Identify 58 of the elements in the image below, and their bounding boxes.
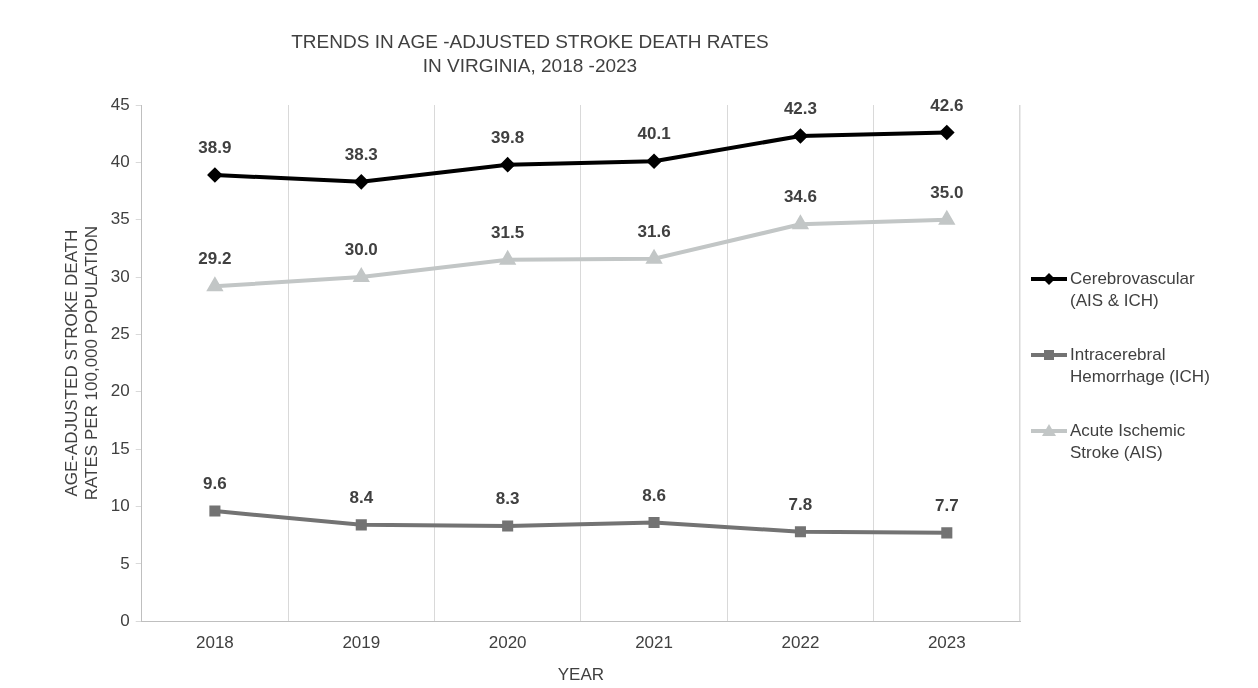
legend-label: Acute Ischemic Stroke (AIS) (1070, 420, 1187, 464)
y-tick-label: 15 (110, 438, 130, 458)
point (647, 154, 662, 169)
point (500, 157, 515, 172)
legend-label: Cerebrovascular (AIS & ICH) (1070, 268, 1196, 312)
chart-title: TRENDS IN AGE -ADJUSTED STROKE DEATH RATES IN VIRGINIA, 2018 -2023 (290, 30, 770, 78)
x-tick-label: 2020 (488, 633, 527, 653)
data-label: 40.1 (637, 124, 671, 144)
point (207, 167, 222, 182)
data-label: 8.3 (495, 489, 520, 509)
data-label: 30.0 (344, 240, 378, 260)
point (648, 517, 660, 529)
y-tick-label: 5 (120, 553, 130, 573)
point (941, 527, 953, 539)
point (355, 519, 367, 531)
x-axis-title: YEAR (557, 665, 604, 685)
point (500, 251, 515, 265)
point (646, 250, 662, 264)
y-tick-label: 30 (110, 266, 130, 286)
data-label: 38.3 (344, 145, 378, 165)
y-tick-label: 20 (110, 381, 130, 401)
data-label: 7.8 (788, 494, 813, 514)
point (939, 211, 955, 225)
point (939, 125, 954, 140)
data-label: 29.2 (198, 249, 232, 269)
x-tick-label: 2018 (195, 633, 234, 653)
legend-label: Intracerebral Hemorrhage (ICH) (1070, 344, 1210, 388)
y-tick-label: 45 (110, 94, 130, 114)
point (793, 128, 808, 143)
data-label: 9.6 (203, 474, 227, 494)
data-label: 42.6 (930, 95, 964, 115)
point (793, 216, 808, 230)
point (207, 278, 223, 292)
data-label: 31.6 (637, 221, 671, 241)
x-tick-label: 2022 (781, 633, 820, 653)
y-axis-title: AGE-ADJUSTED STROKE DEATH RATES PER 100,000 POPULATION (61, 225, 102, 501)
data-label: 42.3 (783, 99, 817, 119)
data-label: 7.7 (934, 496, 959, 516)
point (794, 526, 806, 538)
point (354, 269, 369, 283)
point (502, 520, 514, 532)
data-label: 31.5 (491, 223, 525, 243)
data-label: 39.8 (491, 127, 525, 147)
x-tick-label: 2019 (342, 633, 381, 653)
y-tick-label: 25 (110, 324, 130, 344)
data-label: 35.0 (930, 182, 964, 202)
x-tick-label: 2021 (635, 633, 673, 653)
y-tick-label: 40 (110, 152, 130, 172)
y-tick-label: 35 (110, 209, 130, 229)
data-label: 8.4 (349, 488, 374, 508)
y-tick-label: 10 (110, 496, 130, 516)
point (209, 505, 221, 517)
data-label: 8.6 (642, 485, 666, 505)
point (354, 174, 369, 189)
x-tick-label: 2023 (927, 633, 966, 653)
data-label: 34.6 (783, 187, 817, 207)
data-label: 38.9 (198, 138, 232, 158)
y-tick-label: 0 (120, 610, 130, 630)
